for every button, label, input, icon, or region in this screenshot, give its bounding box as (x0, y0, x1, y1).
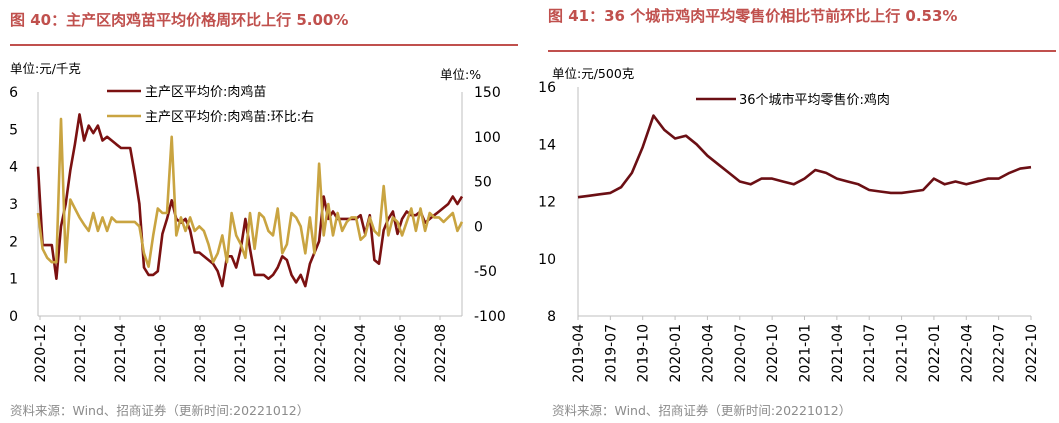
x-tick-label: 2022-04 (353, 324, 369, 383)
source-note: 资料来源：Wind、招商证券（更新时间:20221012） (10, 403, 310, 418)
x-tick-label: 2022-07 (992, 324, 1008, 383)
x-tick-label: 2020-01 (668, 324, 684, 383)
y-tick-label-left: 3 (9, 197, 18, 213)
y-tick-label-right: -50 (474, 264, 497, 280)
y-tick-label: 16 (538, 80, 556, 96)
x-tick-label: 2019-07 (603, 324, 619, 383)
x-tick-label: 2022-08 (433, 324, 449, 383)
x-tick-label: 2022-02 (313, 324, 329, 383)
x-tick-label: 2020-10 (765, 324, 781, 383)
y-unit-label-right: 单位:% (440, 67, 481, 82)
y-tick-label: 12 (538, 195, 556, 211)
series-line-price (36, 113, 464, 288)
x-tick-label: 2021-04 (830, 324, 846, 383)
chart-title: 图 40：主产区肉鸡苗平均价格周环比上行 5.00% (10, 11, 349, 29)
title-divider (10, 44, 518, 46)
y-tick-label-left: 2 (9, 234, 18, 250)
y-tick-label-left: 4 (9, 160, 18, 176)
y-tick-label: 10 (538, 252, 556, 268)
x-tick-label: 2020-12 (33, 324, 49, 383)
x-tick-label: 2021-08 (193, 324, 209, 383)
y-tick-label-right: 100 (474, 130, 501, 146)
right-chart: 单位:元/500克 8 10 12 14 16 2019-04 2019-07 2019-10 2… (538, 66, 1040, 383)
y-tick-label: 14 (538, 137, 556, 153)
y-tick-label-right: 50 (474, 175, 492, 191)
y-unit-label-left: 单位:元/千克 (10, 61, 81, 76)
legend-label: 主产区平均价:肉鸡苗:环比:右 (145, 109, 314, 125)
series-line-chicken-price (577, 114, 1032, 199)
legend-label: 36个城市平均零售价:鸡肉 (739, 92, 890, 108)
x-tick-label: 2021-06 (153, 324, 169, 383)
left-chart: 单位:元/千克 单位:% 0 1 2 3 4 5 6 -100 -50 0 50 100 150 2020-1… (9, 61, 506, 383)
left-chart-panel: 图 40：主产区肉鸡苗平均价格周环比上行 5.00% 单位:元/千克 单位:% 0 1… (9, 11, 518, 418)
y-tick-label-left: 5 (9, 122, 18, 138)
y-tick-label-left: 6 (9, 85, 18, 101)
chart-title: 图 41：36 个城市鸡肉平均零售价相比节前环比上行 0.53% (548, 7, 958, 25)
y-tick-label-right: 150 (474, 85, 501, 101)
x-tick-label: 2021-02 (73, 324, 89, 383)
x-tick-label: 2022-10 (1024, 324, 1040, 383)
x-tick-label: 2020-04 (700, 324, 716, 383)
y-unit-label: 单位:元/500克 (552, 66, 634, 81)
y-tick-label-left: 1 (9, 272, 18, 288)
x-tick-label: 2021-12 (273, 324, 289, 383)
x-tick-label: 2021-04 (113, 324, 129, 383)
x-tick-label: 2019-04 (571, 324, 587, 383)
x-tick-label: 2021-10 (233, 324, 249, 383)
x-tick-label: 2021-10 (895, 324, 911, 383)
x-tick-label: 2019-10 (636, 324, 652, 383)
series-line-wow-change (36, 117, 464, 269)
x-tick-label: 2021-01 (798, 324, 814, 383)
x-tick-label: 2022-04 (959, 324, 975, 383)
y-tick-label-right: -100 (474, 309, 506, 325)
x-tick-label: 2020-07 (733, 324, 749, 383)
source-note: 资料来源：Wind、招商证券（更新时间:20221012） (552, 403, 852, 418)
title-divider (548, 50, 1056, 52)
x-tick-label: 2022-06 (393, 324, 409, 383)
right-chart-panel: 图 41：36 个城市鸡肉平均零售价相比节前环比上行 0.53% 单位:元/50… (532, 0, 1059, 423)
y-tick-label-right: 0 (474, 219, 483, 235)
legend-label: 主产区平均价:肉鸡苗 (145, 84, 266, 100)
y-tick-label: 8 (547, 309, 556, 325)
x-tick-label: 2021-07 (862, 324, 878, 383)
y-tick-label-left: 0 (9, 309, 18, 325)
x-tick-label: 2022-01 (927, 324, 943, 383)
